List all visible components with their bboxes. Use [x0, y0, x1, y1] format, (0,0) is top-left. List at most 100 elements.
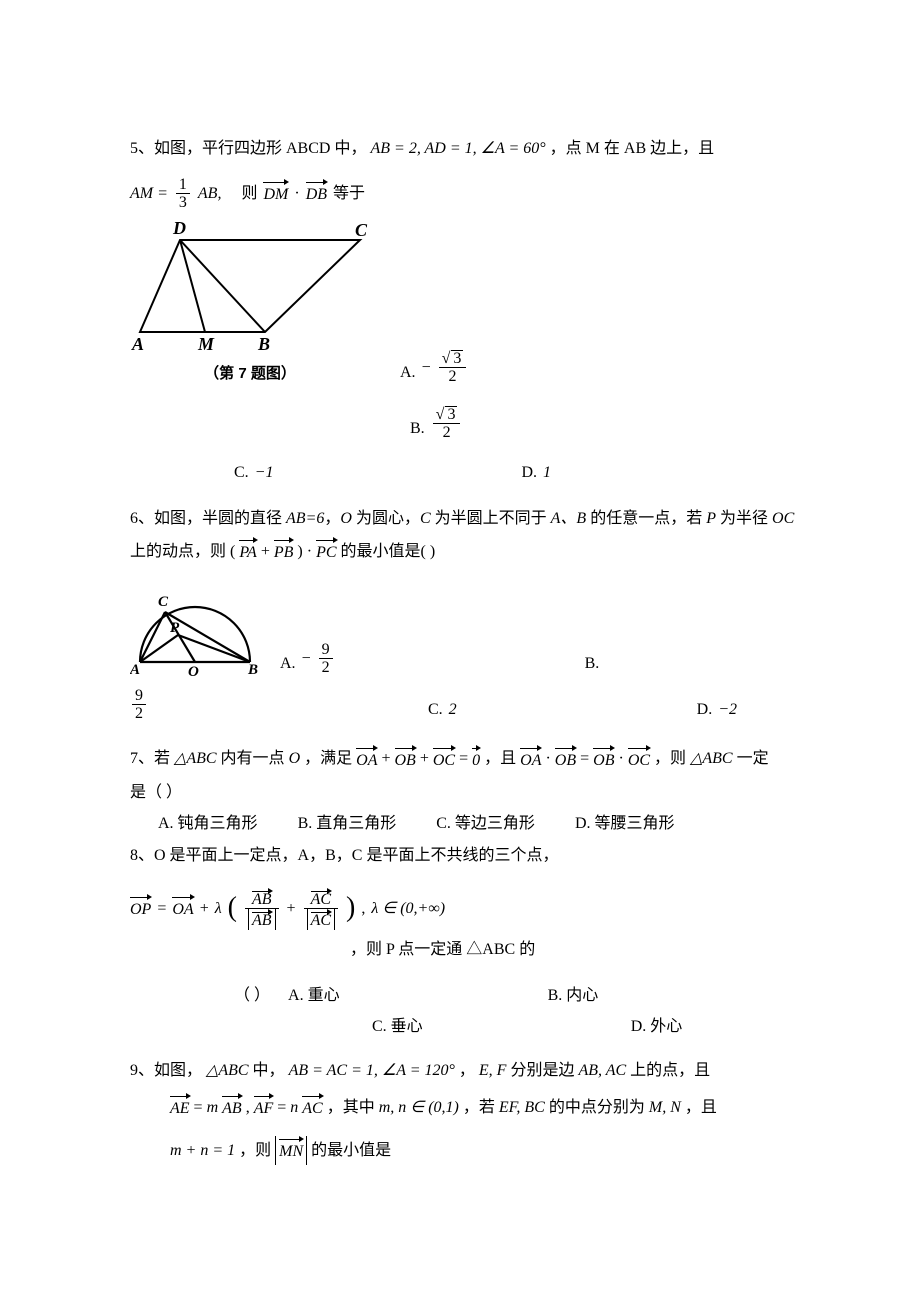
q6-b-en: 9 [132, 687, 146, 706]
exam-page: 5、如图，平行四边形 ABCD 中， AB = 2, AD = 1, ∠A = … [0, 0, 920, 1231]
q7-pre: 7、若 [130, 746, 170, 772]
q6-optD: D. −2 [697, 697, 737, 723]
q8-tail-text: ，则 P 点一定通 △ABC 的 [350, 941, 535, 958]
q5-optC: C. −1 [234, 460, 273, 486]
q8-vab2: AB [252, 909, 272, 930]
q7-d1: · [545, 746, 550, 772]
q8-optB-l: B. [548, 987, 563, 1004]
q8-lin: λ ∈ (0,+∞) [371, 896, 445, 922]
q8-optD-l: D. [631, 1018, 647, 1035]
q5-optC-val: −1 [255, 460, 274, 486]
q6-lblA: A [130, 662, 140, 677]
q5-line2: AM = 1 3 AB, 则 DM · DB 等于 [130, 176, 800, 212]
q5-optD-label: D. [521, 460, 537, 486]
q8-optD: 外心 [650, 1018, 682, 1035]
q9-vmn: MN [279, 1136, 303, 1165]
q6-optA-l: A. [280, 651, 296, 677]
q5-optB-frac: √3 2 [433, 406, 461, 442]
q5-given: AB = 2, AD = 1, ∠A = 60° [370, 140, 545, 157]
q6-vpa: PA [239, 537, 256, 566]
q9-m8: ，且 [685, 1095, 717, 1121]
q7-vob: OB [395, 745, 416, 774]
q5-optA-label: A. [400, 360, 416, 386]
q6-optD-v: −2 [718, 697, 737, 723]
q5-vec-dm: DM [263, 179, 288, 208]
q7-eq: = [580, 746, 589, 772]
q6-m4: 的任意一点，若 [586, 510, 706, 527]
q5-then: 则 [241, 181, 257, 207]
q6-b-ed: 2 [132, 705, 146, 723]
q6-p: P [706, 510, 716, 527]
q8-vac1: AC [311, 888, 331, 909]
q5-optA-num: 3 [451, 350, 463, 367]
q7-m1: 内有一点 [221, 746, 285, 772]
q8-vop: OP [130, 894, 151, 923]
q5-caption: （第 7 题图） [130, 362, 370, 386]
q5-optA-frac: √3 2 [439, 350, 467, 386]
q7-vob2: OB [555, 745, 576, 774]
q5-optB-den: 2 [433, 424, 461, 442]
q5-optB-num: 3 [445, 406, 457, 423]
q6-figrow: A B O C P A. − 9 2 B. [130, 582, 800, 677]
q6-ab: AB=6 [286, 510, 324, 527]
q7-p2: + [420, 746, 429, 772]
q8-optC: 垂心 [391, 1018, 423, 1035]
q7-line2: 是（ ） [130, 780, 800, 806]
q6-vpb: PB [274, 537, 294, 566]
q7-voc2: OC [628, 745, 650, 774]
q8-frac2: AC AC [304, 888, 338, 930]
q5-mid1: ，点 M 在 AB 边上，且 [550, 140, 714, 157]
q7-opts: A. 钝角三角形 B. 直角三角形 C. 等边三角形 D. 等腰三角形 [158, 811, 800, 837]
q7-tri: △ABC [174, 746, 217, 772]
lbl-M: M [197, 334, 215, 354]
q6-optC-v: 2 [449, 697, 457, 723]
q6-m5: 为半径 [716, 510, 772, 527]
q5-am-num: 1 [176, 176, 190, 195]
q7-vob3: OB [593, 745, 614, 774]
q7-optB: B. 直角三角形 [298, 811, 397, 837]
q8-optA-l: A. [288, 987, 304, 1004]
lbl-A: A [131, 334, 144, 354]
q9-mnin: m, n ∈ (0,1) [379, 1095, 459, 1121]
q8-vab1: AB [252, 888, 272, 909]
q5-prefix: 5、如图，平行四边形 ABCD 中， [130, 140, 366, 157]
q9-m5: ，其中 [327, 1095, 375, 1121]
q6-optB: B. [585, 651, 600, 677]
q8-eq: = [157, 896, 166, 922]
q9-mnpts: M, N [649, 1095, 681, 1121]
q9-m4: 上的点，且 [630, 1062, 710, 1079]
q8-opts1: （ ） A. 重心 B. 内心 [130, 983, 800, 1009]
q6-optA-d: 2 [319, 659, 333, 677]
q5-am-lhs: AM = [130, 181, 168, 207]
q7-optA: A. 钝角三角形 [158, 811, 258, 837]
q6-figure: A B O C P [130, 582, 260, 677]
q5-optA: A. − √3 2 [400, 350, 468, 386]
q6-line2: 上的动点，则 ( PA + PB ) · PC 的最小值是( ) [130, 537, 800, 566]
q8-tail: ，则 P 点一定通 △ABC 的 [350, 937, 800, 963]
q7-zero: 0 [472, 745, 480, 774]
q7-p1: + [381, 746, 390, 772]
q6-c: C [420, 510, 431, 527]
q5-opts-cd: C. −1 D. 1 [130, 460, 800, 486]
q9-c1: , [246, 1095, 250, 1121]
q5-optB: B. √3 2 [410, 406, 462, 442]
q9-vae: AE [170, 1093, 190, 1122]
q9-ef: E, F [479, 1062, 507, 1079]
q6-lblB: B [247, 662, 258, 677]
q9-m9: ，则 [239, 1138, 271, 1164]
q8-plus: + [200, 896, 209, 922]
q8-optB: 内心 [566, 987, 598, 1004]
q6-ab2: A、B [551, 510, 587, 527]
q8-vac2: AC [311, 909, 331, 930]
q6-optA-neg: − [302, 646, 311, 672]
q7-eq0: = [459, 746, 468, 772]
q9-m2: ， [459, 1062, 475, 1079]
q5-optB-label: B. [410, 416, 425, 442]
q8-formula: OP = OA + λ ( AB AB + AC AC ) , λ ∈ (0,+… [130, 886, 800, 931]
q7-m3: ，且 [484, 746, 516, 772]
parallelogram-svg: A M B D C [130, 222, 370, 362]
q8-lambda: λ [215, 896, 222, 922]
q6-line1: 6、如图，半圆的直径 AB=6，O 为圆心，C 为半圆上不同于 A、B 的任意一… [130, 506, 800, 532]
q7-m4: ，则 [654, 746, 686, 772]
q6-optA-frac: 9 2 [319, 641, 333, 677]
